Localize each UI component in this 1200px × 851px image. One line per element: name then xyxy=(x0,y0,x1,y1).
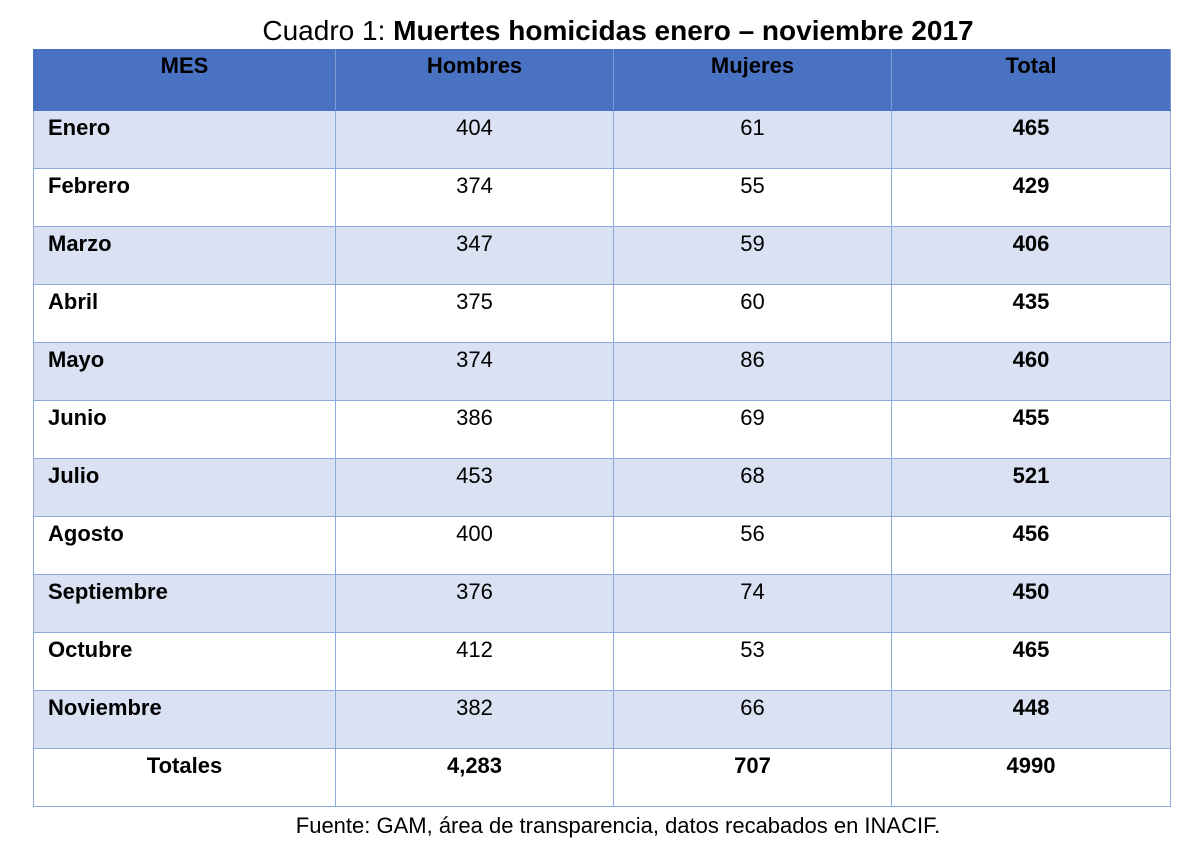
month-cell: Noviembre xyxy=(33,690,336,749)
total-cell: 456 xyxy=(891,516,1171,575)
totals-total-cell: 4990 xyxy=(891,748,1171,807)
total-cell: 465 xyxy=(891,110,1171,169)
totals-label-cell: Totales xyxy=(33,748,336,807)
month-cell: Julio xyxy=(33,458,336,517)
total-cell: 450 xyxy=(891,574,1171,633)
mujeres-cell: 74 xyxy=(613,574,892,633)
total-cell: 455 xyxy=(891,400,1171,459)
header-cell-mes: MES xyxy=(33,49,336,111)
total-cell: 465 xyxy=(891,632,1171,691)
source-note: Fuente: GAM, área de transparencia, dato… xyxy=(295,813,941,838)
table-row: Abril 375 60 435 xyxy=(33,284,1171,343)
caption-title: Muertes homicidas enero – noviembre 2017 xyxy=(393,15,974,46)
table-row: Septiembre 376 74 450 xyxy=(33,574,1171,633)
total-cell: 448 xyxy=(891,690,1171,749)
homicides-table: MES Hombres Mujeres Total Enero 404 61 4… xyxy=(33,49,1171,807)
hombres-cell: 375 xyxy=(335,284,614,343)
month-cell: Abril xyxy=(33,284,336,343)
hombres-cell: 374 xyxy=(335,342,614,401)
hombres-cell: 382 xyxy=(335,690,614,749)
total-cell: 406 xyxy=(891,226,1171,285)
hombres-cell: 347 xyxy=(335,226,614,285)
totals-mujeres-cell: 707 xyxy=(613,748,892,807)
table-caption: Cuadro 1: Muertes homicidas enero – novi… xyxy=(0,14,1200,48)
month-cell: Junio xyxy=(33,400,336,459)
totals-row: Totales 4,283 707 4990 xyxy=(33,748,1171,807)
header-cell-hombres: Hombres xyxy=(335,49,614,111)
mujeres-cell: 61 xyxy=(613,110,892,169)
table-row: Junio 386 69 455 xyxy=(33,400,1171,459)
mujeres-cell: 66 xyxy=(613,690,892,749)
month-cell: Enero xyxy=(33,110,336,169)
hombres-cell: 374 xyxy=(335,168,614,227)
mujeres-cell: 53 xyxy=(613,632,892,691)
table-row: Marzo 347 59 406 xyxy=(33,226,1171,285)
table-row: Julio 453 68 521 xyxy=(33,458,1171,517)
hombres-cell: 412 xyxy=(335,632,614,691)
month-cell: Agosto xyxy=(33,516,336,575)
mujeres-cell: 59 xyxy=(613,226,892,285)
table-row: Mayo 374 86 460 xyxy=(33,342,1171,401)
table-row: Febrero 374 55 429 xyxy=(33,168,1171,227)
table-row: Agosto 400 56 456 xyxy=(33,516,1171,575)
hombres-cell: 376 xyxy=(335,574,614,633)
mujeres-cell: 68 xyxy=(613,458,892,517)
mujeres-cell: 55 xyxy=(613,168,892,227)
month-cell: Febrero xyxy=(33,168,336,227)
header-cell-total: Total xyxy=(891,49,1171,111)
totals-hombres-cell: 4,283 xyxy=(335,748,614,807)
month-cell: Septiembre xyxy=(33,574,336,633)
header-row: MES Hombres Mujeres Total xyxy=(33,49,1171,111)
month-cell: Marzo xyxy=(33,226,336,285)
mujeres-cell: 56 xyxy=(613,516,892,575)
hombres-cell: 400 xyxy=(335,516,614,575)
month-cell: Mayo xyxy=(33,342,336,401)
mujeres-cell: 60 xyxy=(613,284,892,343)
total-cell: 460 xyxy=(891,342,1171,401)
hombres-cell: 386 xyxy=(335,400,614,459)
mujeres-cell: 69 xyxy=(613,400,892,459)
total-cell: 435 xyxy=(891,284,1171,343)
table-row: Noviembre 382 66 448 xyxy=(33,690,1171,749)
table-row: Enero 404 61 465 xyxy=(33,110,1171,169)
mujeres-cell: 86 xyxy=(613,342,892,401)
header-cell-mujeres: Mujeres xyxy=(613,49,892,111)
total-cell: 429 xyxy=(891,168,1171,227)
hombres-cell: 404 xyxy=(335,110,614,169)
hombres-cell: 453 xyxy=(335,458,614,517)
total-cell: 521 xyxy=(891,458,1171,517)
month-cell: Octubre xyxy=(33,632,336,691)
table-row: Octubre 412 53 465 xyxy=(33,632,1171,691)
caption-prefix: Cuadro 1: xyxy=(262,15,386,46)
